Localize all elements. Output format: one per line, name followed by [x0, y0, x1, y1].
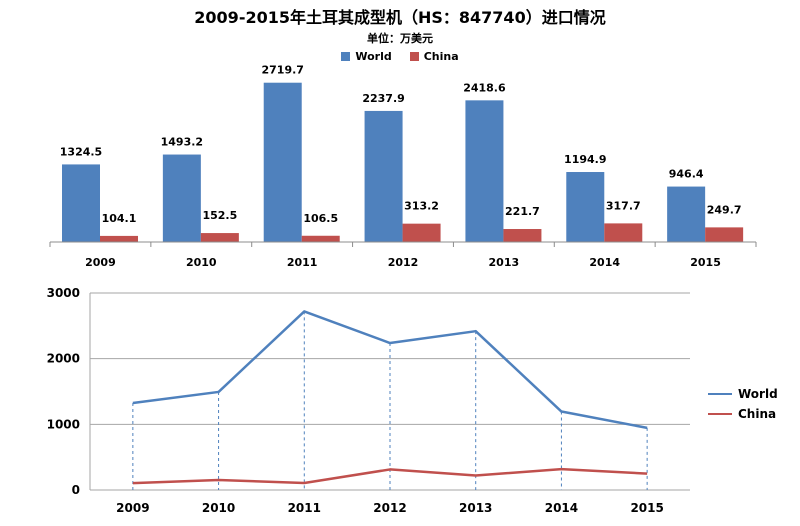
x-tick-label-2014: 2014 — [589, 256, 620, 269]
data-label-world-2014: 1194.9 — [564, 153, 606, 166]
data-label-world-2009: 1324.5 — [60, 145, 102, 158]
data-label-china-2010: 152.5 — [202, 209, 237, 222]
bar-legend-item-china: China — [409, 50, 459, 63]
bar-china-2012 — [402, 223, 441, 242]
data-label-china-2014: 317.7 — [606, 199, 641, 212]
data-label-world-2012: 2237.9 — [362, 92, 404, 105]
bar-world-2012 — [364, 110, 403, 242]
bar-world-2009 — [62, 164, 100, 242]
legend-swatch-world — [341, 52, 351, 61]
legend-label-china: China — [423, 50, 459, 63]
data-label-china-2012: 313.2 — [404, 200, 439, 213]
bar-world-2014 — [566, 172, 605, 242]
data-label-world-2013: 2418.6 — [463, 81, 506, 94]
bar-china-2014 — [604, 223, 643, 242]
x-tick-label-2011: 2011 — [287, 256, 318, 269]
line-legend-swatch-china — [708, 413, 732, 415]
x-tick-label-2015: 2015 — [690, 256, 721, 269]
line-x-tick-label-2011: 2011 — [288, 501, 321, 515]
bar-world-2015 — [667, 186, 706, 242]
data-label-world-2011: 2719.7 — [261, 64, 303, 77]
y-tick-label-2000: 2000 — [47, 352, 80, 366]
y-tick-label-0: 0 — [72, 483, 80, 497]
line-legend-item-world: World — [708, 384, 778, 404]
y-tick-label-1000: 1000 — [47, 417, 80, 431]
line-x-tick-label-2014: 2014 — [545, 501, 578, 515]
data-label-china-2015: 249.7 — [707, 203, 742, 216]
bar-china-2010 — [200, 233, 239, 242]
data-label-world-2010: 1493.2 — [161, 136, 203, 149]
bar-china-2013 — [503, 229, 542, 242]
line-legend-label-world: World — [738, 387, 778, 401]
bar-china-2015 — [705, 227, 744, 242]
data-label-china-2013: 221.7 — [505, 205, 540, 218]
x-tick-label-2009: 2009 — [85, 256, 116, 269]
x-tick-label-2010: 2010 — [186, 256, 217, 269]
x-tick-label-2013: 2013 — [489, 256, 520, 269]
line-x-tick-label-2015: 2015 — [630, 501, 663, 515]
bar-world-2011 — [263, 82, 302, 243]
line-x-tick-label-2009: 2009 — [116, 501, 149, 515]
bar-chart: 1324.5 104.1 2009 1493.2 152.5 2010 2719.7 106.… — [49, 64, 757, 269]
line-legend-item-china: China — [708, 404, 778, 424]
data-label-china-2009: 104.1 — [102, 212, 137, 225]
data-label-china-2011: 106.5 — [303, 212, 338, 225]
line-legend-swatch-world — [708, 393, 732, 395]
data-label-world-2015: 946.4 — [669, 168, 704, 181]
series-line-world — [132, 310, 648, 430]
chart-subtitle: 单位：万美元 — [367, 32, 433, 45]
bar-world-2013 — [465, 100, 504, 242]
line-x-tick-label-2013: 2013 — [459, 501, 492, 515]
chart-title: 2009-2015年土耳其成型机（HS：847740）进口情况 — [194, 8, 606, 27]
line-x-tick-label-2010: 2010 — [202, 501, 235, 515]
line-legend: World China — [708, 384, 778, 424]
bar-legend-item-world: World — [341, 50, 392, 63]
bar-world-2010 — [162, 154, 201, 242]
legend-label-world: World — [355, 50, 392, 63]
series-line-china — [132, 467, 648, 485]
bar-china-2011 — [301, 235, 340, 242]
bar-legend: World China — [0, 50, 800, 63]
y-tick-label-3000: 3000 — [47, 286, 80, 300]
bar-china-2009 — [100, 235, 138, 242]
legend-swatch-china — [409, 52, 419, 61]
line-legend-label-china: China — [738, 407, 777, 421]
x-tick-label-2012: 2012 — [388, 256, 419, 269]
line-x-tick-label-2012: 2012 — [373, 501, 406, 515]
